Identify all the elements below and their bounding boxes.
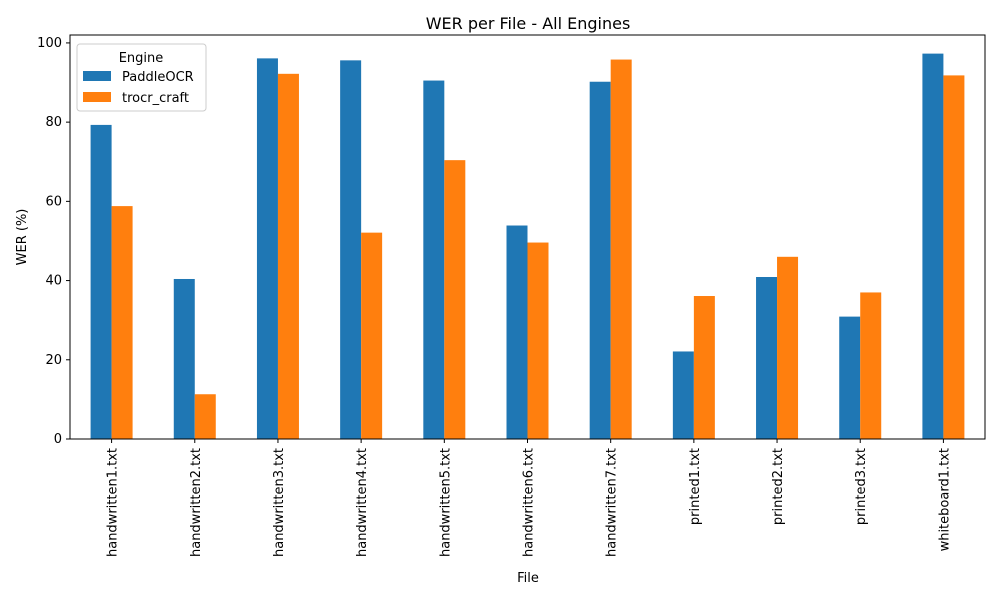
bar-paddleocr-6 [506,225,528,439]
bar-paddleocr-11 [922,53,944,439]
legend-label: PaddleOCR [122,70,194,85]
legend-title: Engine [119,51,164,66]
y-tick-label: 100 [37,36,62,51]
legend-label: trocr_craft [122,91,189,106]
bar-trocr-craft-8 [693,296,715,439]
x-tick-label: handwritten4.txt [355,448,370,557]
x-tick-label: printed1.txt [688,448,703,525]
y-tick-label: 0 [54,432,62,447]
bar-paddleocr-5 [423,80,445,440]
x-axis-label: File [517,571,539,586]
bar-paddleocr-8 [672,351,694,439]
x-tick-label: handwritten3.txt [272,448,287,557]
bar-trocr-craft-6 [527,242,549,439]
legend-swatch [83,92,111,102]
x-axis: handwritten1.txt handwritten2.txt handwrit… [106,439,952,557]
x-tick-label: handwritten7.txt [605,448,620,557]
bar-trocr-craft-2 [194,394,216,439]
x-tick-label: handwritten5.txt [438,448,453,557]
bar-paddleocr-10 [839,316,861,439]
bar-trocr-craft-10 [860,292,882,439]
y-tick-label: 20 [45,353,62,368]
bar-trocr-craft-7 [610,59,632,440]
bar-trocr-craft-3 [277,73,299,440]
bar-trocr-craft-11 [943,75,965,440]
y-axis-label: WER (%) [15,209,30,266]
x-tick-label: handwritten6.txt [522,448,537,557]
y-tick-label: 40 [45,274,62,289]
bar-trocr-craft-9 [777,256,799,439]
x-tick-label: printed3.txt [854,448,869,525]
bar-paddleocr-7 [589,81,611,440]
plot-frame [69,34,986,440]
x-tick-label: printed2.txt [771,448,786,525]
bar-paddleocr-2 [173,278,195,439]
legend-swatch [83,71,111,81]
bar-paddleocr-1 [90,124,112,440]
bar-paddleocr-9 [756,277,778,439]
chart-title: WER per File - All Engines [426,14,631,33]
bar-paddleocr-4 [340,60,362,439]
x-tick-label: whiteboard1.txt [937,448,952,551]
y-tick-label: 80 [45,115,62,130]
bar-trocr-craft-4 [361,232,383,439]
y-tick-label: 60 [45,194,62,209]
bars-group [90,53,965,440]
x-tick-label: handwritten2.txt [189,448,204,557]
bar-paddleocr-3 [256,58,278,440]
y-axis: 0 20 40 60 80 100 [37,36,70,447]
x-tick-label: handwritten1.txt [106,448,121,557]
bar-trocr-craft-1 [111,206,133,439]
bar-trocr-craft-5 [444,160,466,440]
legend: Engine PaddleOCR trocr_craft [76,43,207,112]
